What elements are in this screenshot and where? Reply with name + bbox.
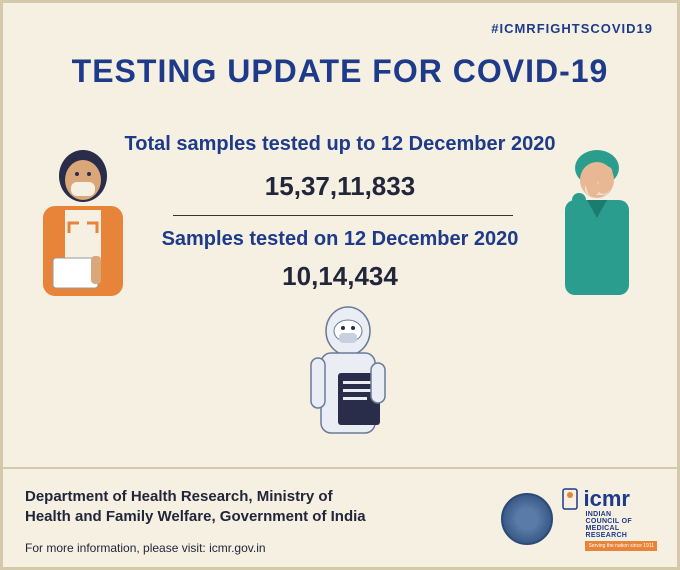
healthworker-woman-icon <box>23 138 148 318</box>
dept-line-2: Health and Family Welfare, Government of… <box>25 508 366 525</box>
more-info-text: For more information, please visit: icmr… <box>25 541 266 555</box>
divider-line <box>173 215 513 216</box>
icmr-sub1: INDIAN <box>585 511 657 518</box>
main-title: TESTING UPDATE FOR COVID-19 <box>3 53 677 90</box>
ppe-worker-icon <box>293 303 403 443</box>
department-text: Department of Health Research, Ministry … <box>25 487 366 526</box>
icmr-tagline: Serving the nation since 1911 <box>585 541 657 551</box>
govt-seal-icon <box>501 493 553 545</box>
dept-line-1: Department of Health Research, Ministry … <box>25 488 333 505</box>
icmr-sub4: RESEARCH <box>585 532 657 539</box>
icmr-logo: icmr INDIAN COUNCIL OF MEDICAL RESEARCH … <box>561 487 657 551</box>
icmr-sub3: MEDICAL <box>585 525 657 532</box>
icmr-sub2: COUNCIL OF <box>585 518 657 525</box>
infographic-container: #ICMRFIGHTSCOVID19 TESTING UPDATE FOR CO… <box>0 0 680 570</box>
hashtag: #ICMRFIGHTSCOVID19 <box>491 21 653 36</box>
footer-logos: icmr INDIAN COUNCIL OF MEDICAL RESEARCH … <box>501 487 657 551</box>
icmr-name: icmr <box>583 488 629 510</box>
icmr-mark-icon <box>561 487 579 511</box>
footer: Department of Health Research, Ministry … <box>3 467 677 567</box>
surgeon-icon <box>537 138 657 318</box>
